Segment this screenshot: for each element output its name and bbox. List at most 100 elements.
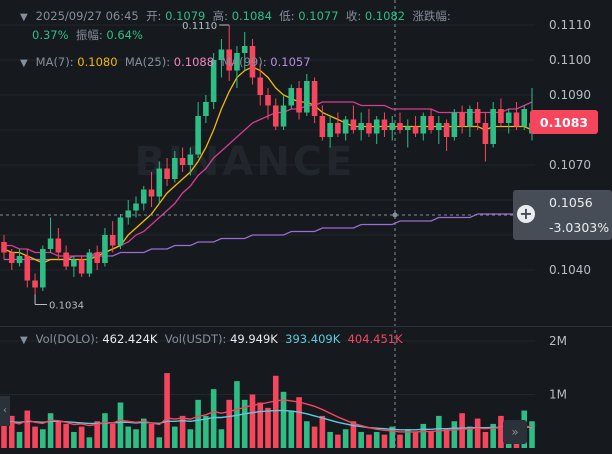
candle xyxy=(32,273,38,295)
volume-bar xyxy=(467,426,473,448)
candle xyxy=(436,116,442,144)
candle-body xyxy=(102,235,108,263)
candle xyxy=(482,112,489,162)
candle xyxy=(296,81,302,120)
volume-ma-line-red xyxy=(3,399,533,433)
ma7-value: 0.1080 xyxy=(77,55,118,69)
volume-bar xyxy=(350,421,357,448)
candle xyxy=(8,249,15,270)
candle xyxy=(102,228,108,267)
candle-body xyxy=(436,123,442,130)
volume-bar xyxy=(389,426,396,448)
high-label: 高: xyxy=(212,9,229,23)
chevron-down-icon[interactable]: ▼ xyxy=(20,58,28,69)
volume-tick-label: 2M xyxy=(549,334,567,348)
candle xyxy=(187,147,194,176)
chevron-down-icon[interactable]: ▼ xyxy=(20,335,28,346)
volume-bar xyxy=(203,415,209,448)
candle xyxy=(366,109,372,137)
candle-body xyxy=(249,46,256,78)
candle-body xyxy=(148,189,155,197)
volume-bar xyxy=(172,426,178,448)
candle-body xyxy=(16,256,23,263)
high-value: 0.1084 xyxy=(231,9,272,23)
ma99-value: 0.1057 xyxy=(270,55,311,69)
ohlc-legend: ▼ 2025/09/27 06:45 开: 0.1079 高: 0.1084 低… xyxy=(20,8,451,24)
candle-body xyxy=(389,123,396,130)
candle-body xyxy=(156,168,163,197)
volume-bar xyxy=(272,375,279,448)
candle-body xyxy=(109,235,116,246)
candle-body xyxy=(125,210,132,218)
candle-body xyxy=(482,123,489,144)
plus-icon[interactable]: + xyxy=(517,205,535,223)
volume-bar xyxy=(342,429,349,448)
double-chevron-right-icon[interactable]: » xyxy=(503,420,527,444)
candle-body xyxy=(412,126,419,134)
candle xyxy=(63,245,69,270)
candle-body xyxy=(350,119,357,130)
volume-bar xyxy=(226,399,232,448)
candle-body xyxy=(304,81,310,113)
volume-bar xyxy=(78,426,85,448)
vol-dolo-label: Vol(DOLO): xyxy=(35,332,99,346)
candle-body xyxy=(272,105,279,127)
open-value: 0.1079 xyxy=(165,9,206,23)
volume-bar xyxy=(296,397,302,448)
candle xyxy=(505,109,512,134)
candle xyxy=(78,256,85,277)
volume-bar xyxy=(125,426,132,448)
candle-body xyxy=(24,256,31,281)
vol-usdt-ma2-value: 404.451K xyxy=(347,332,403,346)
volume-bar xyxy=(288,410,295,448)
volume-bar xyxy=(117,402,124,448)
current-price-tag: 0.1083 xyxy=(530,110,598,134)
candle xyxy=(1,235,7,260)
volume-bar xyxy=(327,431,333,448)
candle xyxy=(397,112,403,134)
volume-bar xyxy=(249,394,256,448)
candle xyxy=(117,214,124,249)
candle xyxy=(133,196,139,218)
ohlc-datetime: 2025/09/27 06:45 xyxy=(35,9,139,23)
volume-bar xyxy=(16,431,23,448)
volume-bar xyxy=(47,413,54,448)
candle-body xyxy=(140,189,147,204)
candle-body xyxy=(172,158,178,179)
chevron-down-icon[interactable]: ▼ xyxy=(20,12,28,23)
low-value: 0.1077 xyxy=(298,9,339,23)
candle-body xyxy=(327,123,333,137)
candle xyxy=(272,98,279,130)
price-tick-label: 0.1040 xyxy=(549,263,591,277)
candle-body xyxy=(319,116,326,137)
candle xyxy=(420,112,427,141)
candle xyxy=(218,39,225,78)
watermark: BINANCE xyxy=(135,139,356,185)
candle xyxy=(164,158,170,186)
candle-body xyxy=(397,123,403,130)
volume-bar xyxy=(63,423,69,448)
chevron-left-icon[interactable]: ‹ xyxy=(0,396,10,426)
candle-body xyxy=(428,116,434,130)
candle-body xyxy=(94,252,100,263)
candle xyxy=(234,46,240,88)
candle-body xyxy=(40,249,46,288)
candle xyxy=(55,228,62,260)
volume-bar xyxy=(335,434,341,448)
volume-bar xyxy=(397,434,403,448)
price-tick-label: 0.1100 xyxy=(549,53,591,67)
candle xyxy=(319,105,326,141)
candle xyxy=(304,74,310,116)
candle-body xyxy=(443,123,450,137)
vol-dolo-value: 462.424K xyxy=(102,332,158,346)
volume-bar xyxy=(490,423,496,448)
open-label: 开: xyxy=(146,9,162,23)
volume-bar xyxy=(1,421,7,448)
candle-body xyxy=(373,119,380,134)
candle-body xyxy=(179,158,186,165)
candle-body xyxy=(117,217,124,246)
candle xyxy=(428,109,434,134)
ma25-label: MA(25): xyxy=(124,55,171,69)
